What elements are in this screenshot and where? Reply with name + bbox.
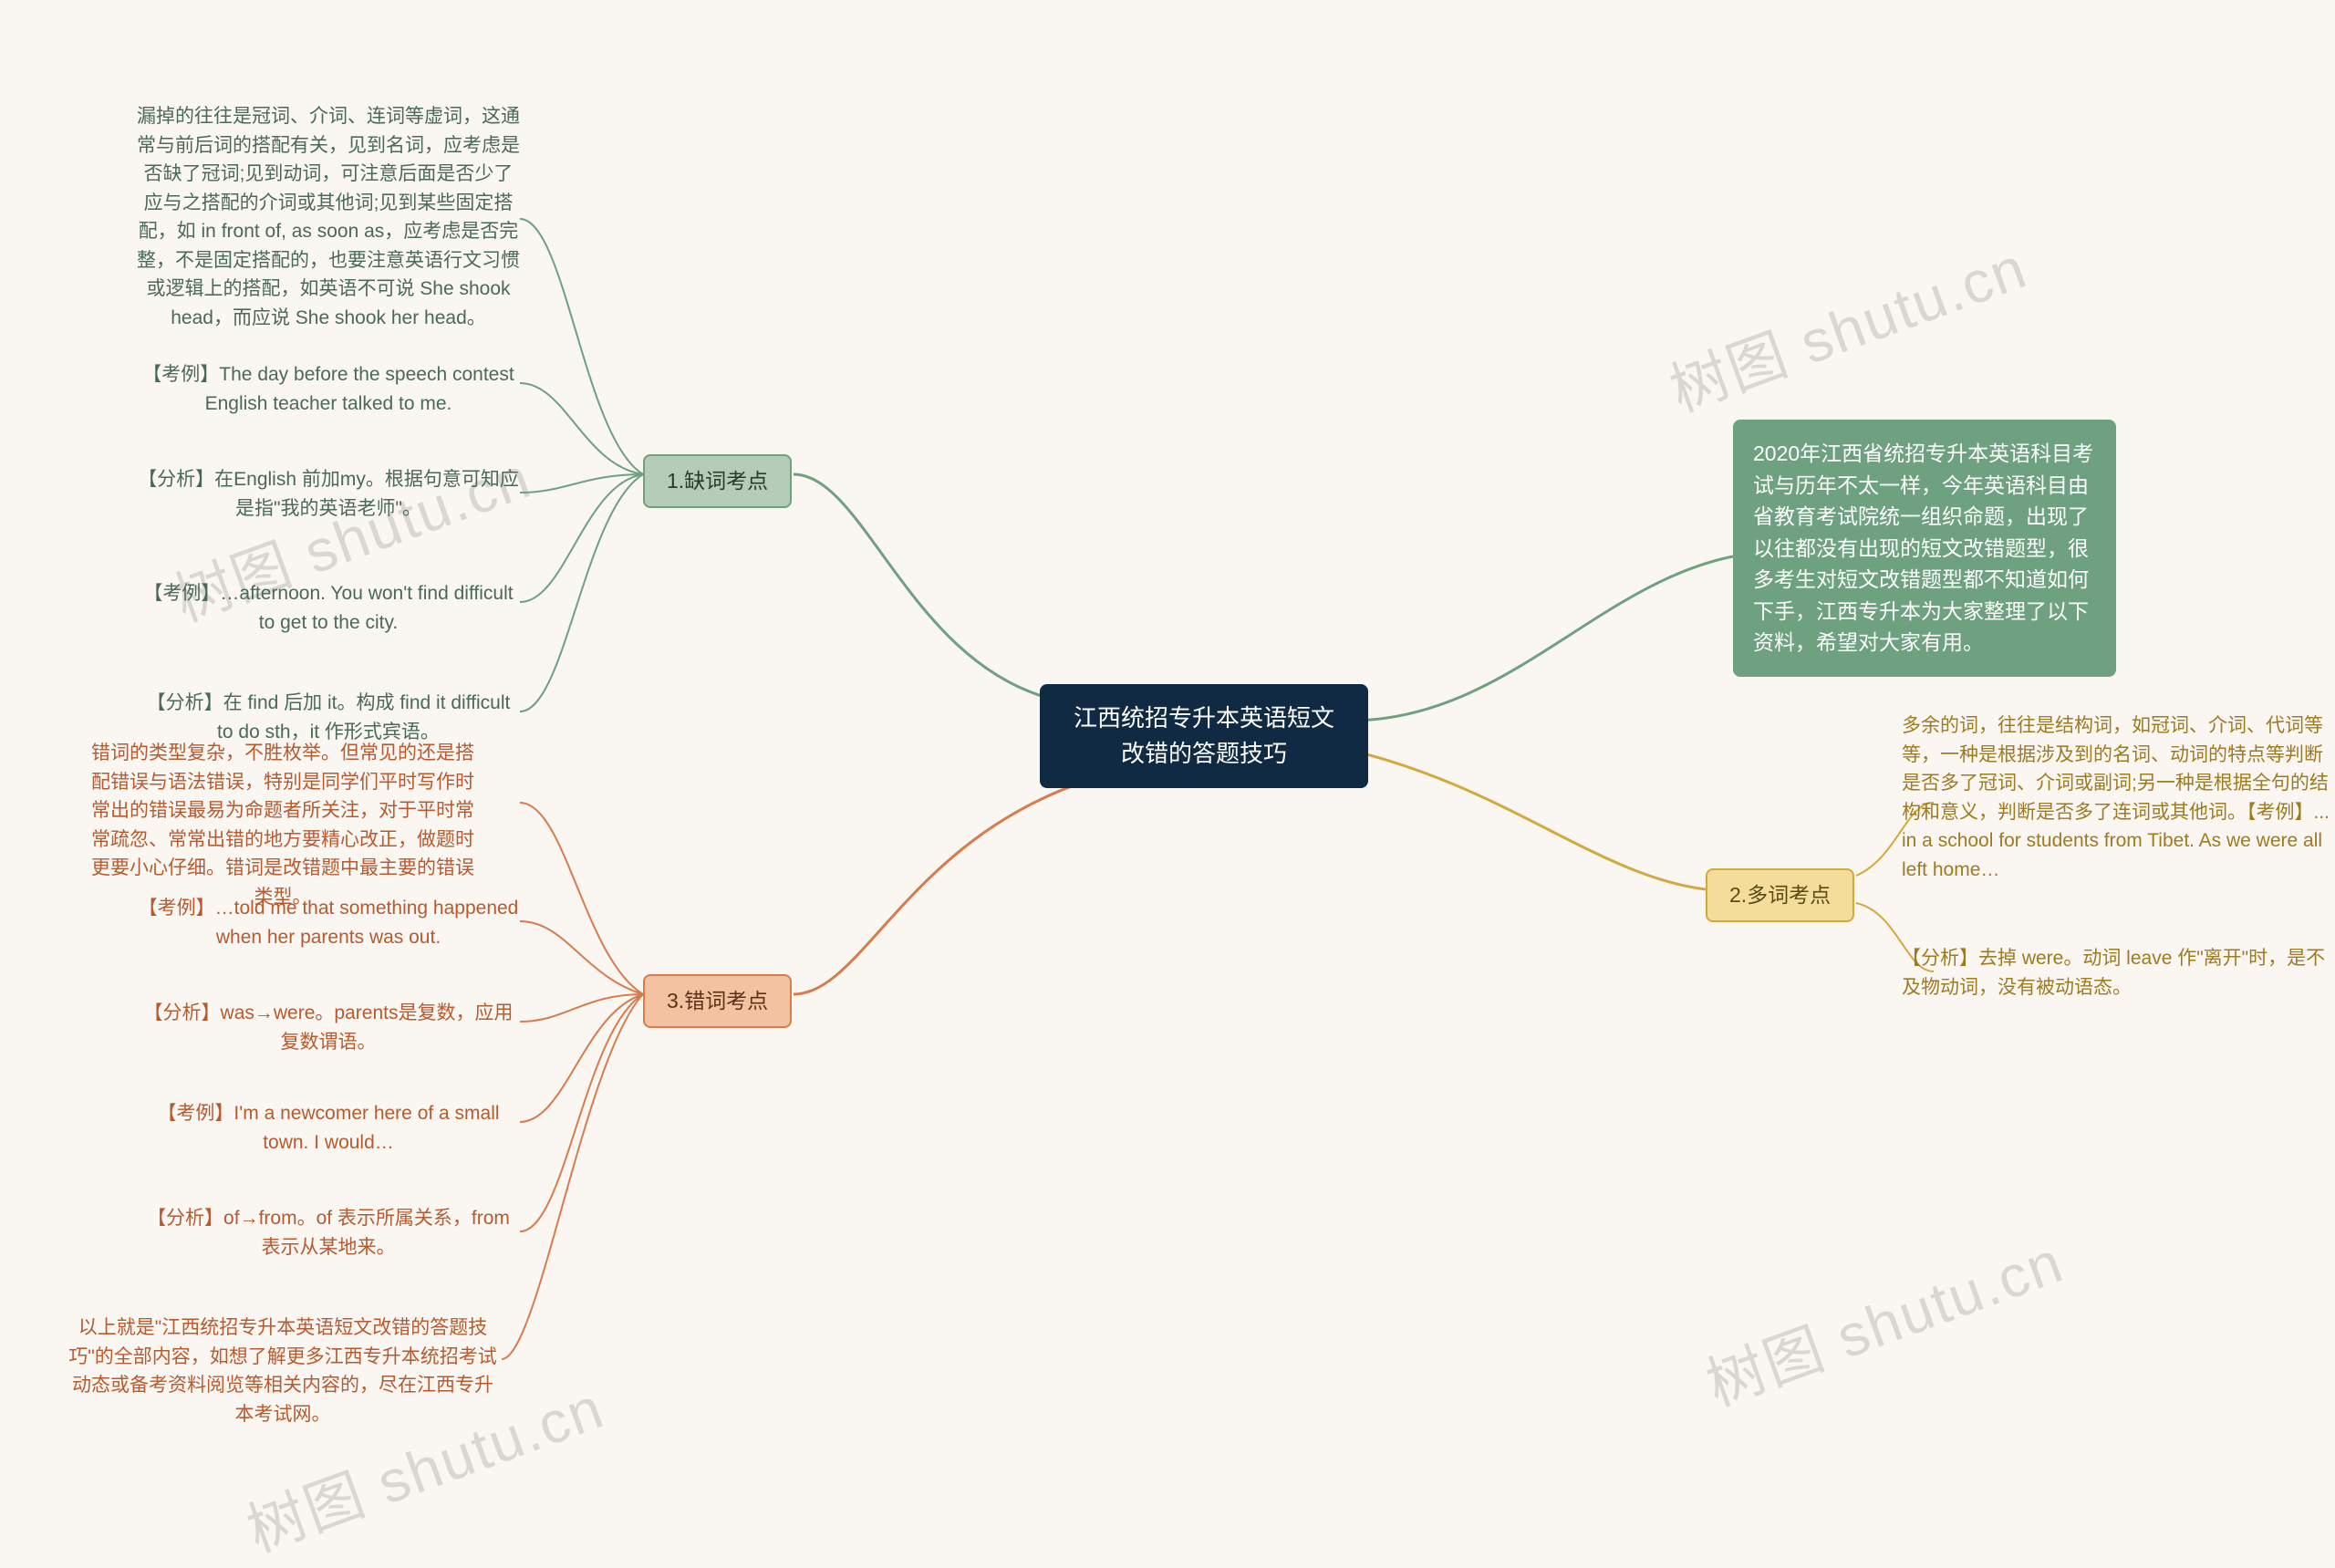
branch-missing-word[interactable]: 1.缺词考点 — [643, 454, 792, 508]
leaf-b3-3: 【分析】was→were。parents是复数，应用复数谓语。 — [137, 999, 520, 1056]
leaf-b1-2: 【考例】The day before the speech contest En… — [137, 360, 520, 418]
leaf-b2-2: 【分析】去掉 were。动词 leave 作"离开"时，是不及物动词，没有被动语… — [1902, 944, 2335, 1002]
leaf-b1-5: 【分析】在 find 后加 it。构成 find it difficult to… — [137, 689, 520, 746]
leaf-b3-2: 【考例】…told me that something happened whe… — [137, 894, 520, 951]
intro-box: 2020年江西省统招专升本英语科目考试与历年不太一样，今年英语科目由省教育考试院… — [1733, 420, 2116, 677]
branch-wrong-word[interactable]: 3.错词考点 — [643, 974, 792, 1028]
root-node[interactable]: 江西统招专升本英语短文改错的答题技巧 — [1040, 684, 1368, 788]
watermark: 树图 shutu.cn — [1694, 1216, 2073, 1423]
leaf-b1-4: 【考例】…afternoon. You won't find difficult… — [137, 579, 520, 637]
leaf-b3-5: 【分析】of→from。of 表示所属关系，from 表示从某地来。 — [137, 1204, 520, 1262]
leaf-b3-6: 以上就是"江西统招专升本英语短文改错的答题技巧"的全部内容，如想了解更多江西专升… — [64, 1314, 502, 1428]
leaf-b1-3: 【分析】在English 前加my。根据句意可知应是指"我的英语老师"。 — [137, 465, 520, 523]
leaf-b1-1: 漏掉的往往是冠词、介词、连词等虚词，这通常与前后词的搭配有关，见到名词，应考虑是… — [137, 102, 520, 332]
leaf-b2-1: 多余的词，往往是结构词，如冠词、介词、代词等等，一种是根据涉及到的名词、动词的特… — [1902, 711, 2335, 884]
leaf-b3-4: 【考例】I'm a newcomer here of a small town.… — [137, 1099, 520, 1157]
branch-extra-word[interactable]: 2.多词考点 — [1706, 868, 1854, 922]
leaf-b3-1: 错词的类型复杂，不胜枚举。但常见的还是搭配错误与语法错误，特别是同学们平时写作时… — [91, 739, 474, 911]
watermark: 树图 shutu.cn — [1657, 222, 2037, 429]
